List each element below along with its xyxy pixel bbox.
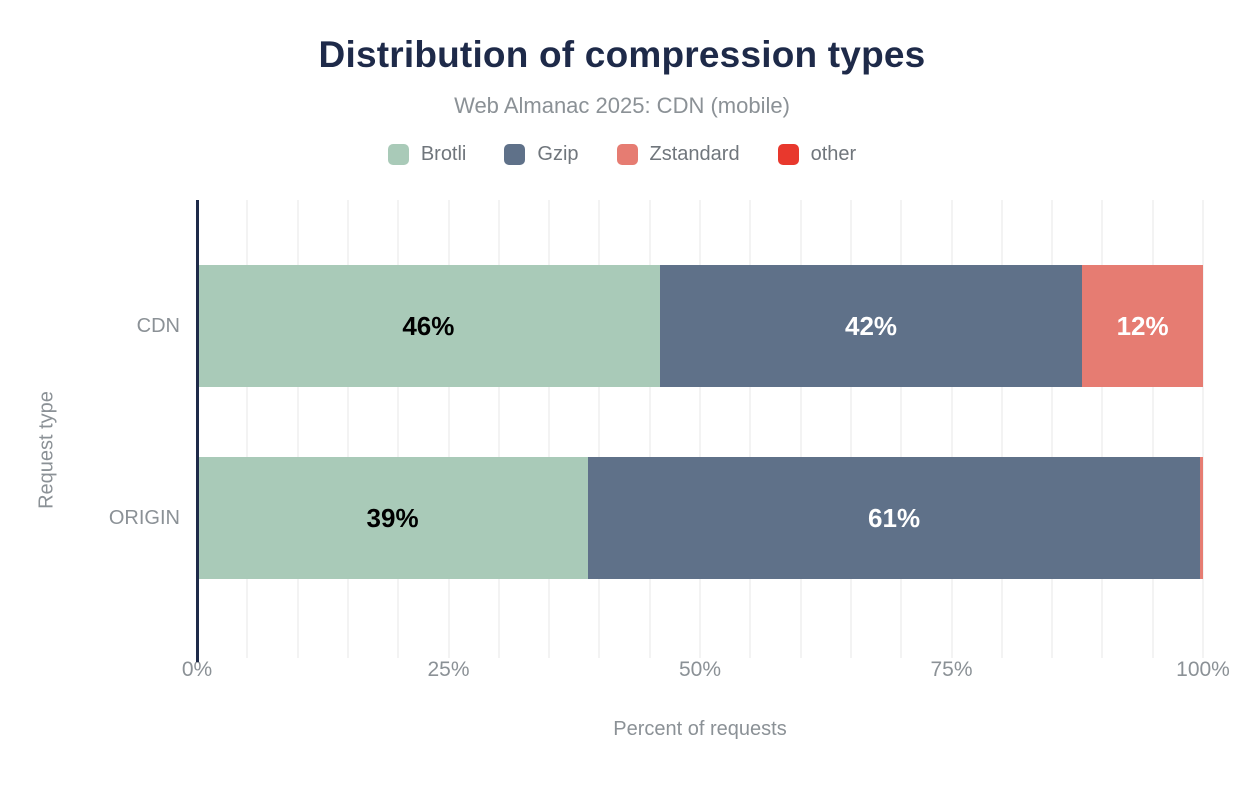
bar-segment-cdn-zstandard: 12% (1082, 265, 1203, 387)
x-axis-title: Percent of requests (613, 718, 787, 740)
gridline (1151, 200, 1154, 658)
legend-swatch-icon (777, 144, 799, 165)
x-tick-label: 100% (1176, 658, 1230, 681)
x-tick-label: 50% (678, 658, 722, 681)
bar-segment-value-label: 39% (366, 502, 419, 533)
gridline (648, 200, 651, 658)
legend-item-brotli: Brotli (387, 143, 467, 166)
gridline (548, 200, 551, 658)
gridline (950, 200, 953, 658)
gridline (296, 200, 299, 658)
bar-origin: 39% 61% (197, 457, 1203, 579)
x-tick-label: 0% (181, 658, 213, 681)
bar-segment-origin-gzip: 61% (588, 457, 1200, 579)
gridline (749, 200, 752, 658)
gridline (346, 200, 349, 658)
bar-segment-value-label: 46% (402, 310, 455, 341)
bar-segment-cdn-gzip: 42% (659, 265, 1083, 387)
y-tick-label-origin: ORIGIN (108, 507, 180, 529)
bar-segment-value-label: 61% (868, 502, 921, 533)
bar-segment-value-label: 42% (844, 310, 898, 341)
gridline (598, 200, 601, 658)
chart-subtitle: Web Almanac 2025: CDN (mobile) (454, 93, 790, 118)
gridline (1051, 200, 1054, 658)
gridline (1202, 200, 1204, 658)
y-axis-line (196, 200, 199, 662)
bar-segment-cdn-brotli: 46% (197, 265, 660, 387)
legend-label: other (810, 143, 857, 165)
plot-area: Percent of requests 46% 42% 12% CDN 39% 61% OR… (109, 200, 1230, 740)
gridline (849, 200, 852, 658)
bar-segment-origin-zstandard (1199, 457, 1203, 579)
chart-title: Distribution of compression types (318, 34, 926, 75)
x-tick-label: 25% (427, 658, 470, 681)
legend-swatch-icon (616, 144, 638, 165)
y-tick-label-cdn: CDN (136, 315, 180, 337)
gridline (699, 200, 701, 658)
x-tick-label: 75% (930, 658, 973, 681)
legend-label: Gzip (537, 143, 579, 165)
gridline (447, 200, 450, 658)
bar-segment-origin-brotli: 39% (197, 457, 589, 579)
bar-cdn: 46% 42% 12% (197, 265, 1203, 387)
gridline (799, 200, 802, 658)
legend-label: Zstandard (649, 143, 740, 165)
gridline (246, 200, 249, 658)
gridline (900, 200, 903, 658)
gridline (1101, 200, 1104, 658)
legend-item-gzip: Gzip (504, 143, 579, 166)
legend-item-zstandard: Zstandard (616, 143, 740, 166)
legend-label: Brotli (420, 143, 467, 165)
bar-segment-value-label: 12% (1116, 310, 1169, 341)
gridline (1000, 200, 1003, 658)
legend-swatch-icon (504, 144, 526, 165)
chart-legend: Brotli Gzip Zstandard other (0, 143, 1244, 166)
gridline (397, 200, 400, 658)
legend-item-other: other (777, 143, 857, 166)
gridline (497, 200, 500, 658)
legend-swatch-icon (387, 144, 409, 165)
